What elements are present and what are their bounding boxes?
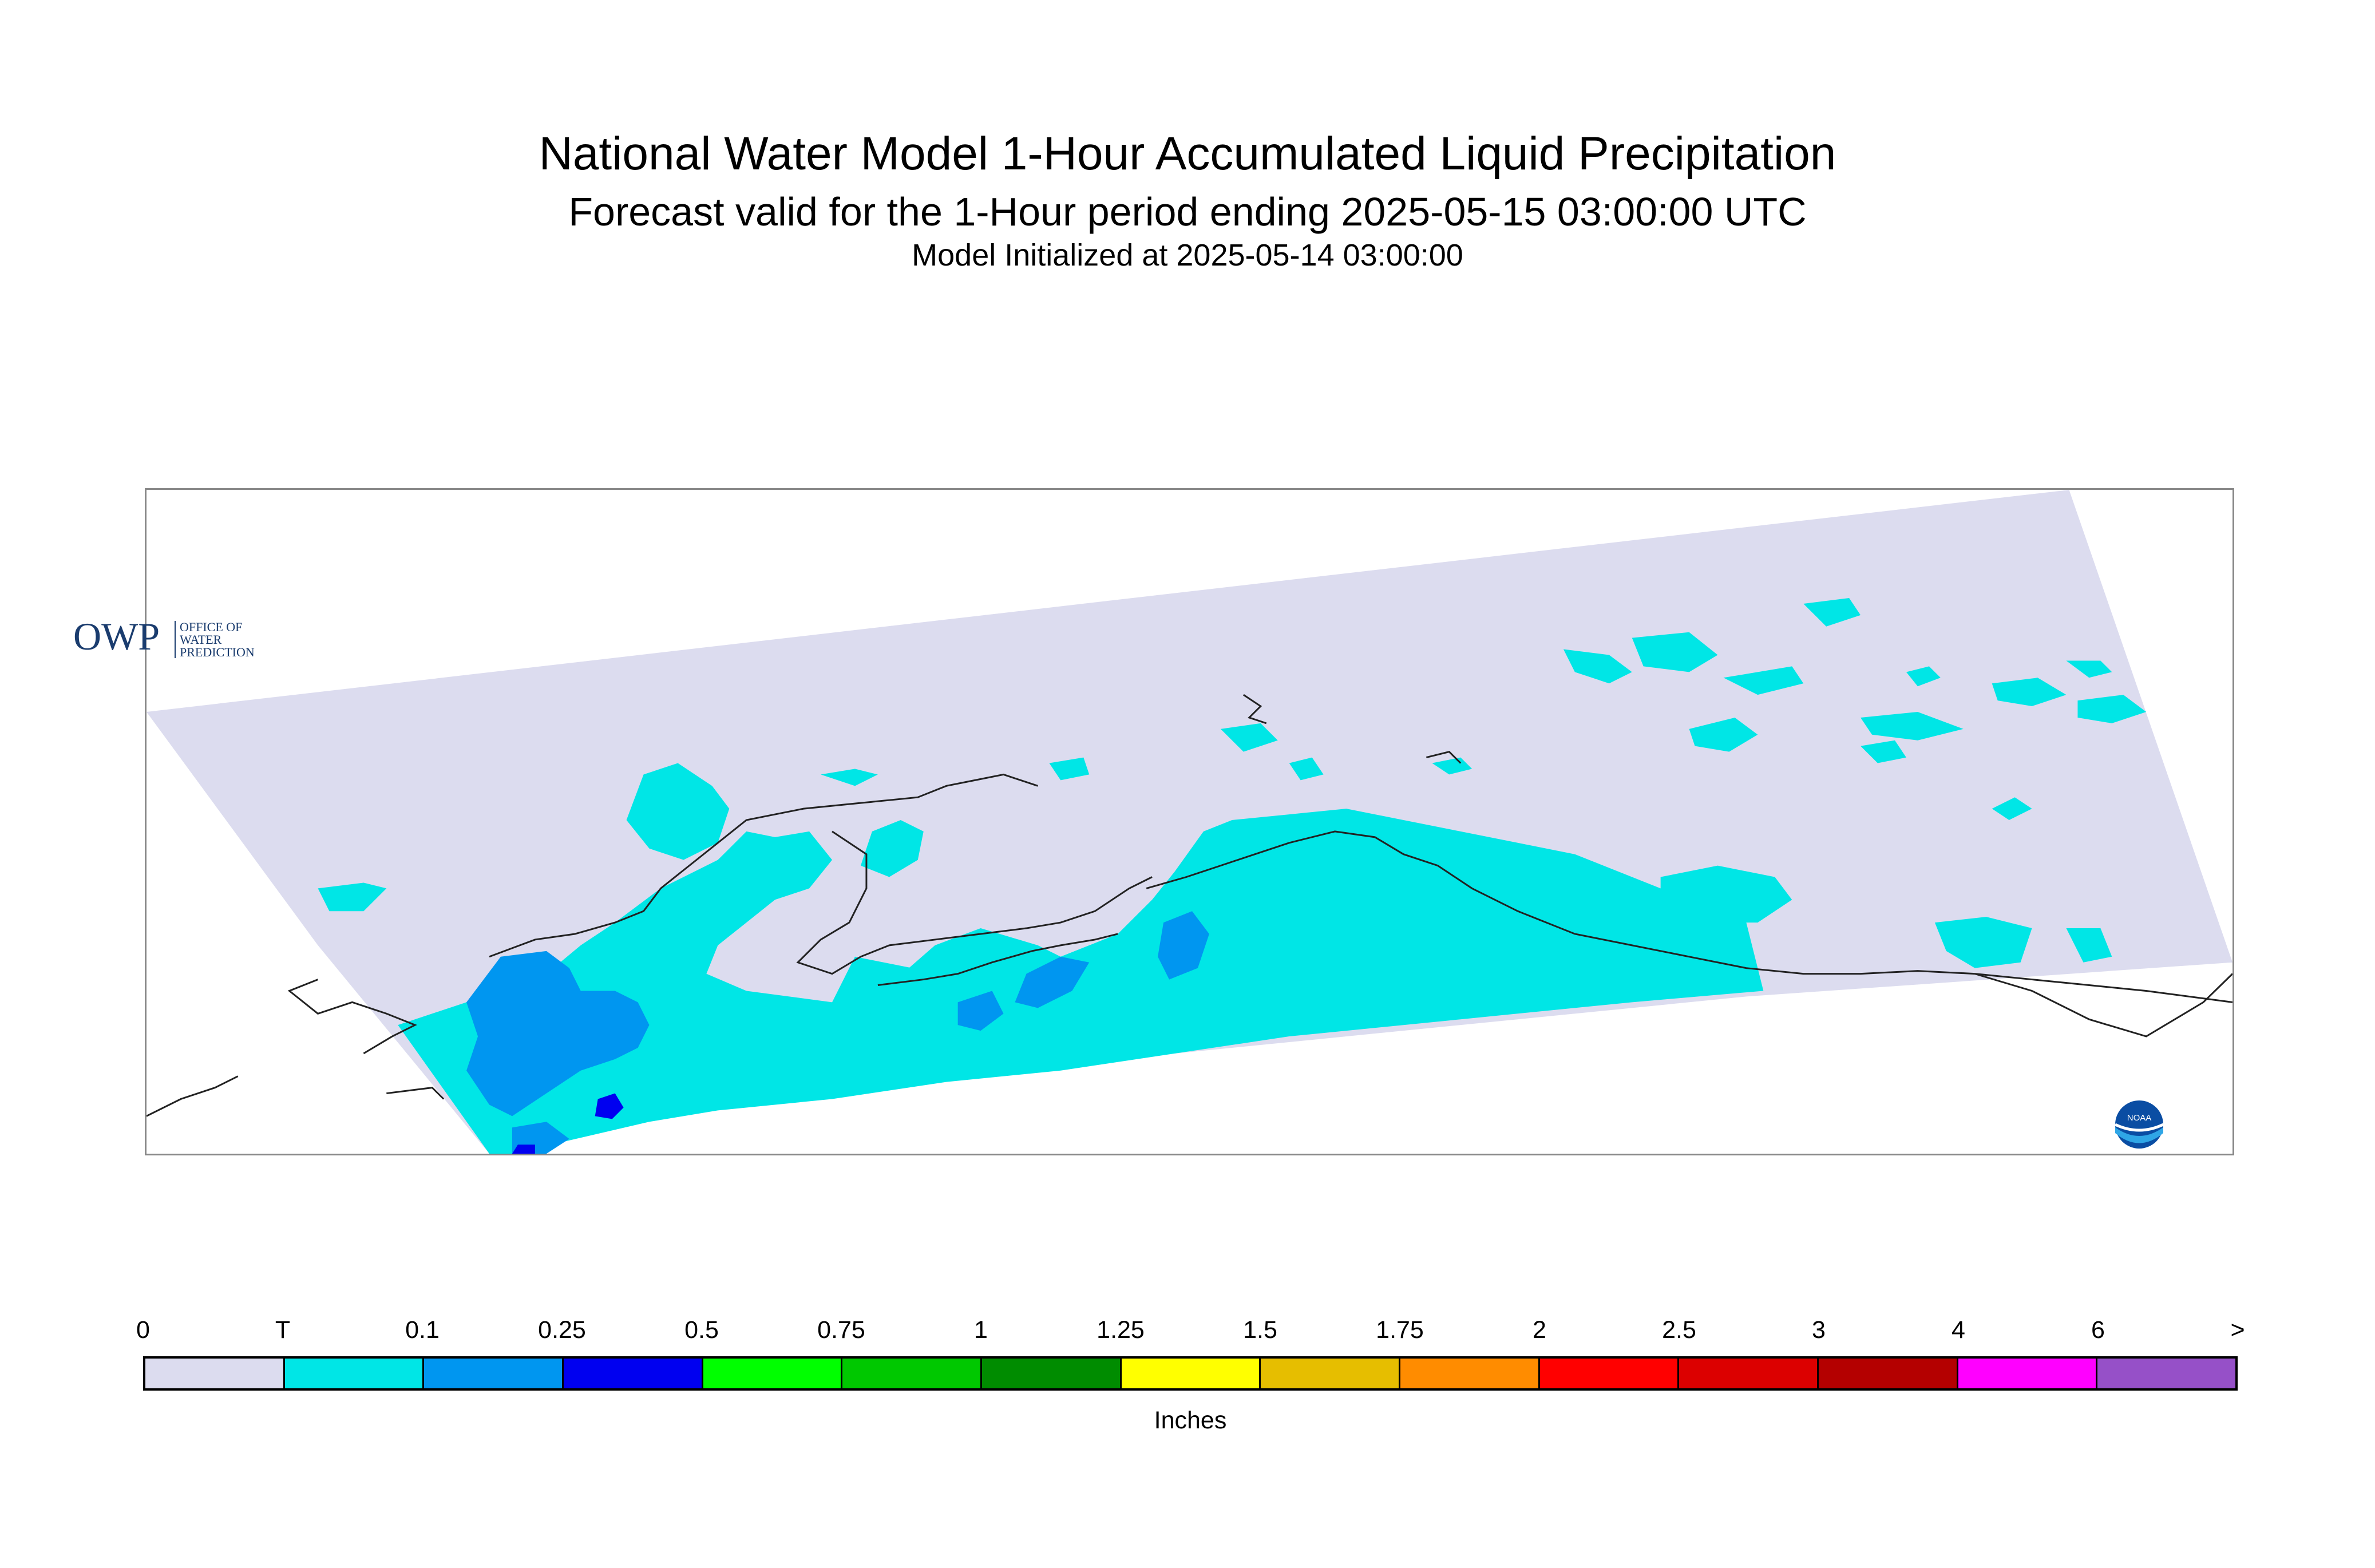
legend-tick-label: 4 bbox=[1952, 1316, 1965, 1344]
legend-swatch bbox=[564, 1359, 703, 1388]
legend-swatch bbox=[1819, 1359, 1958, 1388]
legend-swatch bbox=[842, 1359, 983, 1388]
legend-tick-label: 0 bbox=[136, 1316, 150, 1344]
trace-precip-areas bbox=[318, 598, 2147, 1154]
legend-tick-label: 6 bbox=[2091, 1316, 2105, 1344]
owp-logo: OWP OFFICE OF WATER PREDICTION bbox=[73, 615, 255, 659]
legend-tick-label: 1.25 bbox=[1097, 1316, 1145, 1344]
map-title: National Water Model 1-Hour Accumulated … bbox=[539, 128, 1836, 180]
map-subtitle: Forecast valid for the 1-Hour period end… bbox=[568, 189, 1807, 234]
legend-color-bar bbox=[143, 1356, 2238, 1391]
svg-text:OWP: OWP bbox=[73, 615, 160, 658]
legend-tick-label: 0.25 bbox=[538, 1316, 586, 1344]
legend-tick-label: 0.75 bbox=[817, 1316, 865, 1344]
legend-swatch bbox=[2097, 1359, 2236, 1388]
coastlines bbox=[147, 694, 2232, 1117]
legend-swatch bbox=[1958, 1359, 2098, 1388]
legend-swatch bbox=[1539, 1359, 1680, 1388]
legend-swatch bbox=[284, 1359, 425, 1388]
legend-tick-label: 2.5 bbox=[1662, 1316, 1696, 1344]
legend-swatch bbox=[1261, 1359, 1401, 1388]
legend-swatch bbox=[1400, 1359, 1540, 1388]
map-panel[interactable] bbox=[145, 488, 2234, 1155]
moderate-precip-areas bbox=[512, 1093, 624, 1154]
legend-tick-label: 1.75 bbox=[1376, 1316, 1424, 1344]
legend-swatch bbox=[145, 1359, 285, 1388]
legend-swatch bbox=[424, 1359, 564, 1388]
svg-text:OFFICE OF: OFFICE OF bbox=[180, 620, 242, 634]
legend-swatch bbox=[703, 1359, 843, 1388]
legend-tick-label: T bbox=[275, 1316, 291, 1344]
svg-text:NOAA: NOAA bbox=[2127, 1113, 2152, 1123]
legend-tick-label: 1.5 bbox=[1243, 1316, 1277, 1344]
legend-swatch bbox=[1679, 1359, 1819, 1388]
noaa-logo: NOAA bbox=[2114, 1100, 2164, 1149]
svg-text:PREDICTION: PREDICTION bbox=[180, 645, 255, 659]
color-legend: 0 T 0.1 0.25 0.5 0.75 1 1.25 1.5 1.75 2 2.5 3 4 6 > Inc… bbox=[136, 1316, 2245, 1465]
legend-tick-label: 0.5 bbox=[684, 1316, 719, 1344]
legend-tick-label: 0.1 bbox=[405, 1316, 440, 1344]
legend-tick-label: > bbox=[2230, 1316, 2245, 1344]
legend-unit-label: Inches bbox=[1154, 1407, 1227, 1434]
legend-swatch bbox=[1121, 1359, 1261, 1388]
legend-tick-label: 1 bbox=[974, 1316, 988, 1344]
legend-tick-label: 2 bbox=[1533, 1316, 1546, 1344]
precip-map bbox=[147, 490, 2232, 1154]
legend-tick-label: 3 bbox=[1812, 1316, 1826, 1344]
init-time: Model Initialized at 2025-05-14 03:00:00 bbox=[912, 238, 1463, 272]
svg-text:WATER: WATER bbox=[180, 632, 222, 647]
legend-swatch bbox=[982, 1359, 1122, 1388]
